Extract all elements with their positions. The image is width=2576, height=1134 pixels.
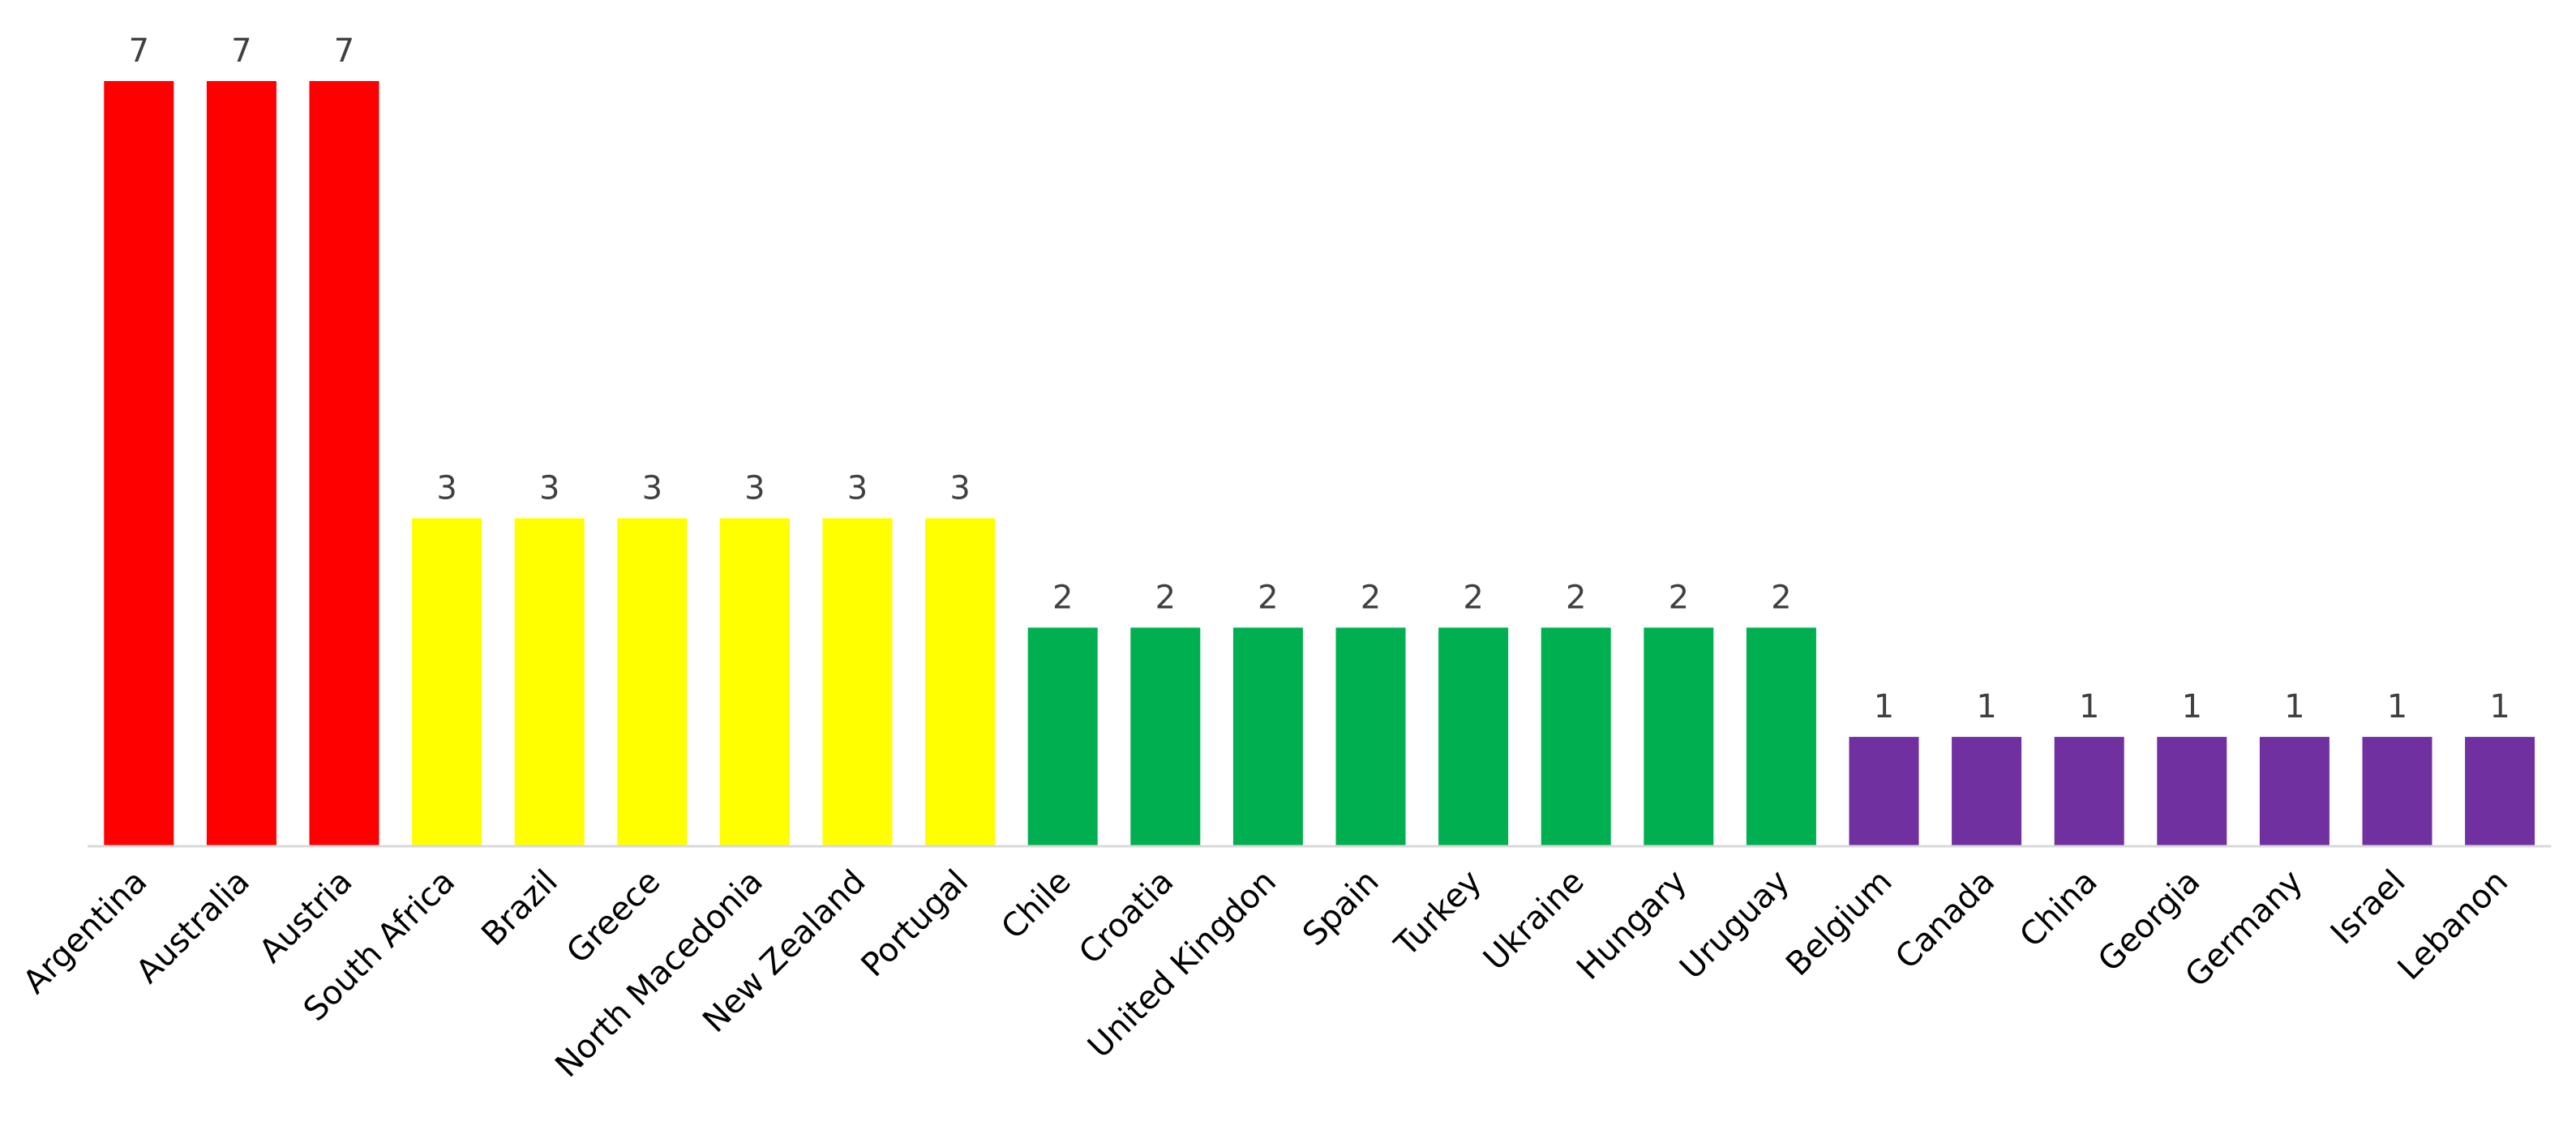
- bar-georgia: [2157, 737, 2227, 846]
- category-label-australia: Australia: [129, 863, 257, 991]
- bar-hungary: [1644, 627, 1714, 846]
- value-label-chile: 2: [1052, 579, 1073, 616]
- bar-austria: [309, 81, 379, 846]
- value-label-germany: 1: [2284, 688, 2304, 725]
- value-labels-layer: 7 7 7 3 3 3 3 3 3 2 2 2 2 2 2 2 2 1 1 1 1 1 1 1: [129, 32, 2510, 725]
- category-label-spain: Spain: [1296, 863, 1387, 954]
- category-label-argentina: Argentina: [16, 863, 155, 1002]
- bar-australia: [206, 81, 276, 846]
- value-label-greece: 3: [642, 469, 662, 507]
- category-label-canada: Canada: [1888, 863, 2002, 977]
- category-label-china: China: [2012, 863, 2104, 955]
- category-label-united-kingdon: United Kingdon: [1081, 863, 1284, 1066]
- value-label-ukraine: 2: [1566, 579, 1586, 616]
- category-label-uruguay: Uruguay: [1673, 863, 1797, 987]
- bar-china: [2054, 737, 2124, 846]
- bar-lebanon: [2465, 737, 2535, 846]
- category-label-israel: Israel: [2324, 863, 2413, 952]
- value-label-belgium: 1: [1874, 688, 1894, 725]
- value-label-georgia: 1: [2182, 688, 2202, 725]
- bar-argentina: [104, 81, 174, 846]
- value-label-china: 1: [2079, 688, 2099, 725]
- bar-israel: [2362, 737, 2432, 846]
- bar-turkey: [1438, 627, 1509, 846]
- value-label-israel: 1: [2387, 688, 2407, 725]
- value-label-north-macedonia: 3: [744, 469, 765, 507]
- value-label-australia: 7: [231, 32, 251, 70]
- bar-croatia: [1130, 627, 1201, 846]
- category-label-portugal: Portugal: [854, 863, 975, 985]
- category-label-brazil: Brazil: [474, 863, 564, 953]
- bars-layer: [104, 81, 2535, 846]
- value-label-new-zealand: 3: [847, 469, 868, 507]
- bar-new-zealand: [822, 518, 893, 846]
- value-label-argentina: 7: [129, 32, 149, 70]
- bar-belgium: [1849, 737, 1919, 846]
- value-label-portugal: 3: [949, 469, 970, 507]
- bar-portugal: [925, 518, 996, 846]
- value-label-lebanon: 1: [2489, 688, 2510, 725]
- category-label-belgium: Belgium: [1779, 863, 1899, 983]
- value-label-south-africa: 3: [436, 469, 456, 507]
- value-label-united-kingdon: 2: [1258, 579, 1278, 616]
- bar-ukraine: [1541, 627, 1611, 846]
- value-label-austria: 7: [334, 32, 354, 70]
- bar-north-macedonia: [719, 518, 790, 846]
- bar-spain: [1335, 627, 1406, 846]
- category-label-chile: Chile: [994, 863, 1078, 947]
- value-label-croatia: 2: [1155, 579, 1176, 616]
- value-label-spain: 2: [1361, 579, 1381, 616]
- category-label-hungary: Hungary: [1570, 863, 1694, 987]
- category-label-turkey: Turkey: [1387, 863, 1489, 965]
- value-label-hungary: 2: [1669, 579, 1689, 616]
- value-label-canada: 1: [1976, 688, 1996, 725]
- value-label-turkey: 2: [1463, 579, 1483, 616]
- bar-canada: [1952, 737, 2022, 846]
- bar-uruguay: [1746, 627, 1816, 846]
- bar-united-kingdon: [1232, 627, 1303, 846]
- bar-germany: [2259, 737, 2330, 846]
- value-label-brazil: 3: [539, 469, 559, 507]
- bar-south-africa: [412, 518, 482, 846]
- bar-greece: [617, 518, 688, 846]
- bar-chile: [1027, 627, 1098, 846]
- bar-brazil: [514, 518, 585, 846]
- value-label-uruguay: 2: [1771, 579, 1791, 616]
- category-label-lebanon: Lebanon: [2391, 863, 2516, 988]
